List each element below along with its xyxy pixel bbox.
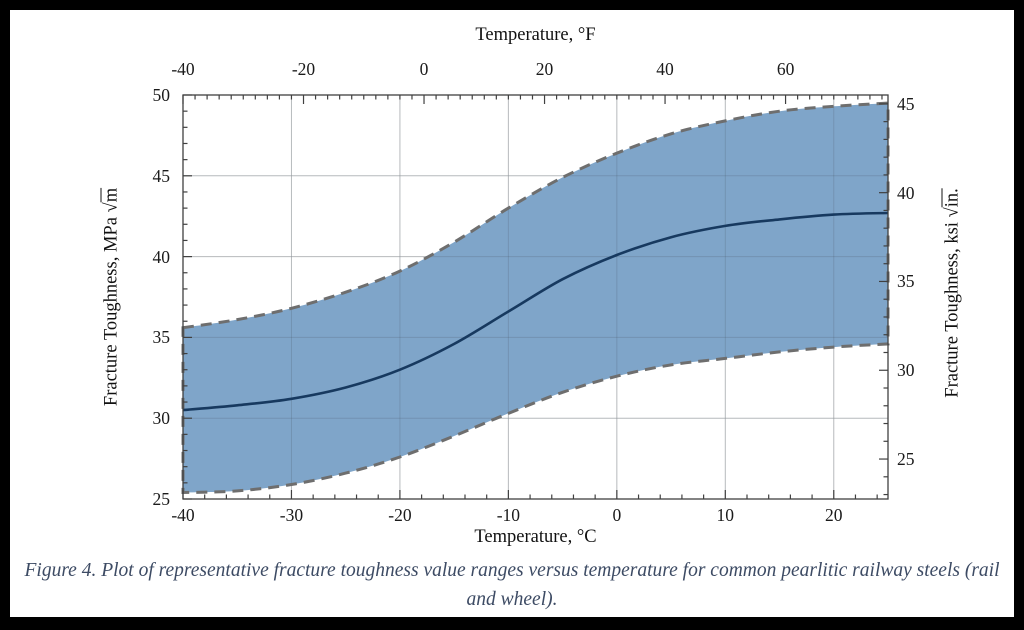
left-axis-tick-label: 45 — [152, 165, 171, 186]
top-axis-tick-label: 0 — [419, 59, 429, 79]
right-axis-title: Fracture Toughness, ksi √in. — [942, 188, 963, 398]
bottom-axis-title: Temperature, °C — [474, 527, 597, 547]
bottom-axis-tick-label: -20 — [388, 505, 412, 525]
plot-frame — [182, 94, 889, 500]
toughness-range-band — [183, 103, 888, 493]
top-axis-tick-label: -20 — [291, 59, 316, 79]
bottom-axis-tick-label: -30 — [279, 505, 304, 525]
mean-toughness-line — [182, 211, 889, 412]
top-axis-tick-label: 20 — [535, 59, 554, 79]
left-axis-tick-label: 25 — [152, 489, 171, 509]
left-axis-tick-label: 40 — [152, 246, 171, 267]
left-axis-title: Fracture Toughness, MPa √m — [101, 187, 122, 407]
bottom-axis-tick-label: 10 — [716, 505, 735, 525]
right-axis-tick-label: 35 — [897, 271, 915, 292]
top-axis-tick-label: 40 — [656, 59, 674, 79]
left-axis-tick-label: 50 — [152, 85, 171, 105]
top-axis-title: Temperature, °F — [475, 25, 596, 45]
right-axis-tick-label: 40 — [897, 182, 915, 203]
left-axis-tick-label: 30 — [152, 408, 171, 429]
top-axis-tick-label: 60 — [776, 59, 795, 79]
right-axis-tick-label: 30 — [897, 360, 915, 381]
left-axis-tick-label: 35 — [152, 327, 171, 348]
bottom-axis-tick-label: 0 — [612, 505, 622, 525]
right-axis-tick-label: 25 — [897, 449, 915, 470]
bottom-axis-tick-label: -40 — [171, 505, 195, 525]
bottom-axis-tick-label: -10 — [496, 505, 521, 525]
right-axis-tick-label: 45 — [897, 93, 915, 114]
figure-caption: Figure 4. Plot of representative fractur… — [24, 560, 1000, 610]
bottom-axis-tick-label: 20 — [825, 505, 843, 525]
top-axis-tick-label: -40 — [171, 59, 195, 79]
